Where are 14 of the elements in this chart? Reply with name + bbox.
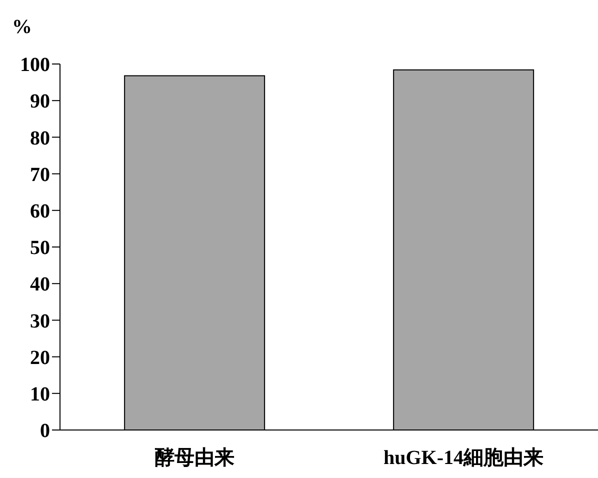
x-tick-label: 酵母由来 (154, 447, 234, 470)
y-tick-label: 80 (30, 127, 50, 150)
y-tick-label: 10 (30, 384, 50, 406)
y-tick-label: 0 (40, 420, 50, 442)
y-tick-label: 90 (30, 90, 50, 113)
y-tick-label: 40 (30, 274, 50, 296)
y-tick-label: 30 (30, 310, 50, 332)
y-axis-title: % (12, 16, 32, 39)
y-tick-label: 70 (30, 164, 50, 186)
y-tick-label: 100 (20, 54, 50, 76)
y-tick-label: 20 (30, 346, 50, 369)
x-tick-label: huGK-14細胞由来 (383, 447, 544, 470)
y-tick-label: 50 (30, 237, 50, 260)
y-tick-label: 60 (30, 200, 50, 222)
